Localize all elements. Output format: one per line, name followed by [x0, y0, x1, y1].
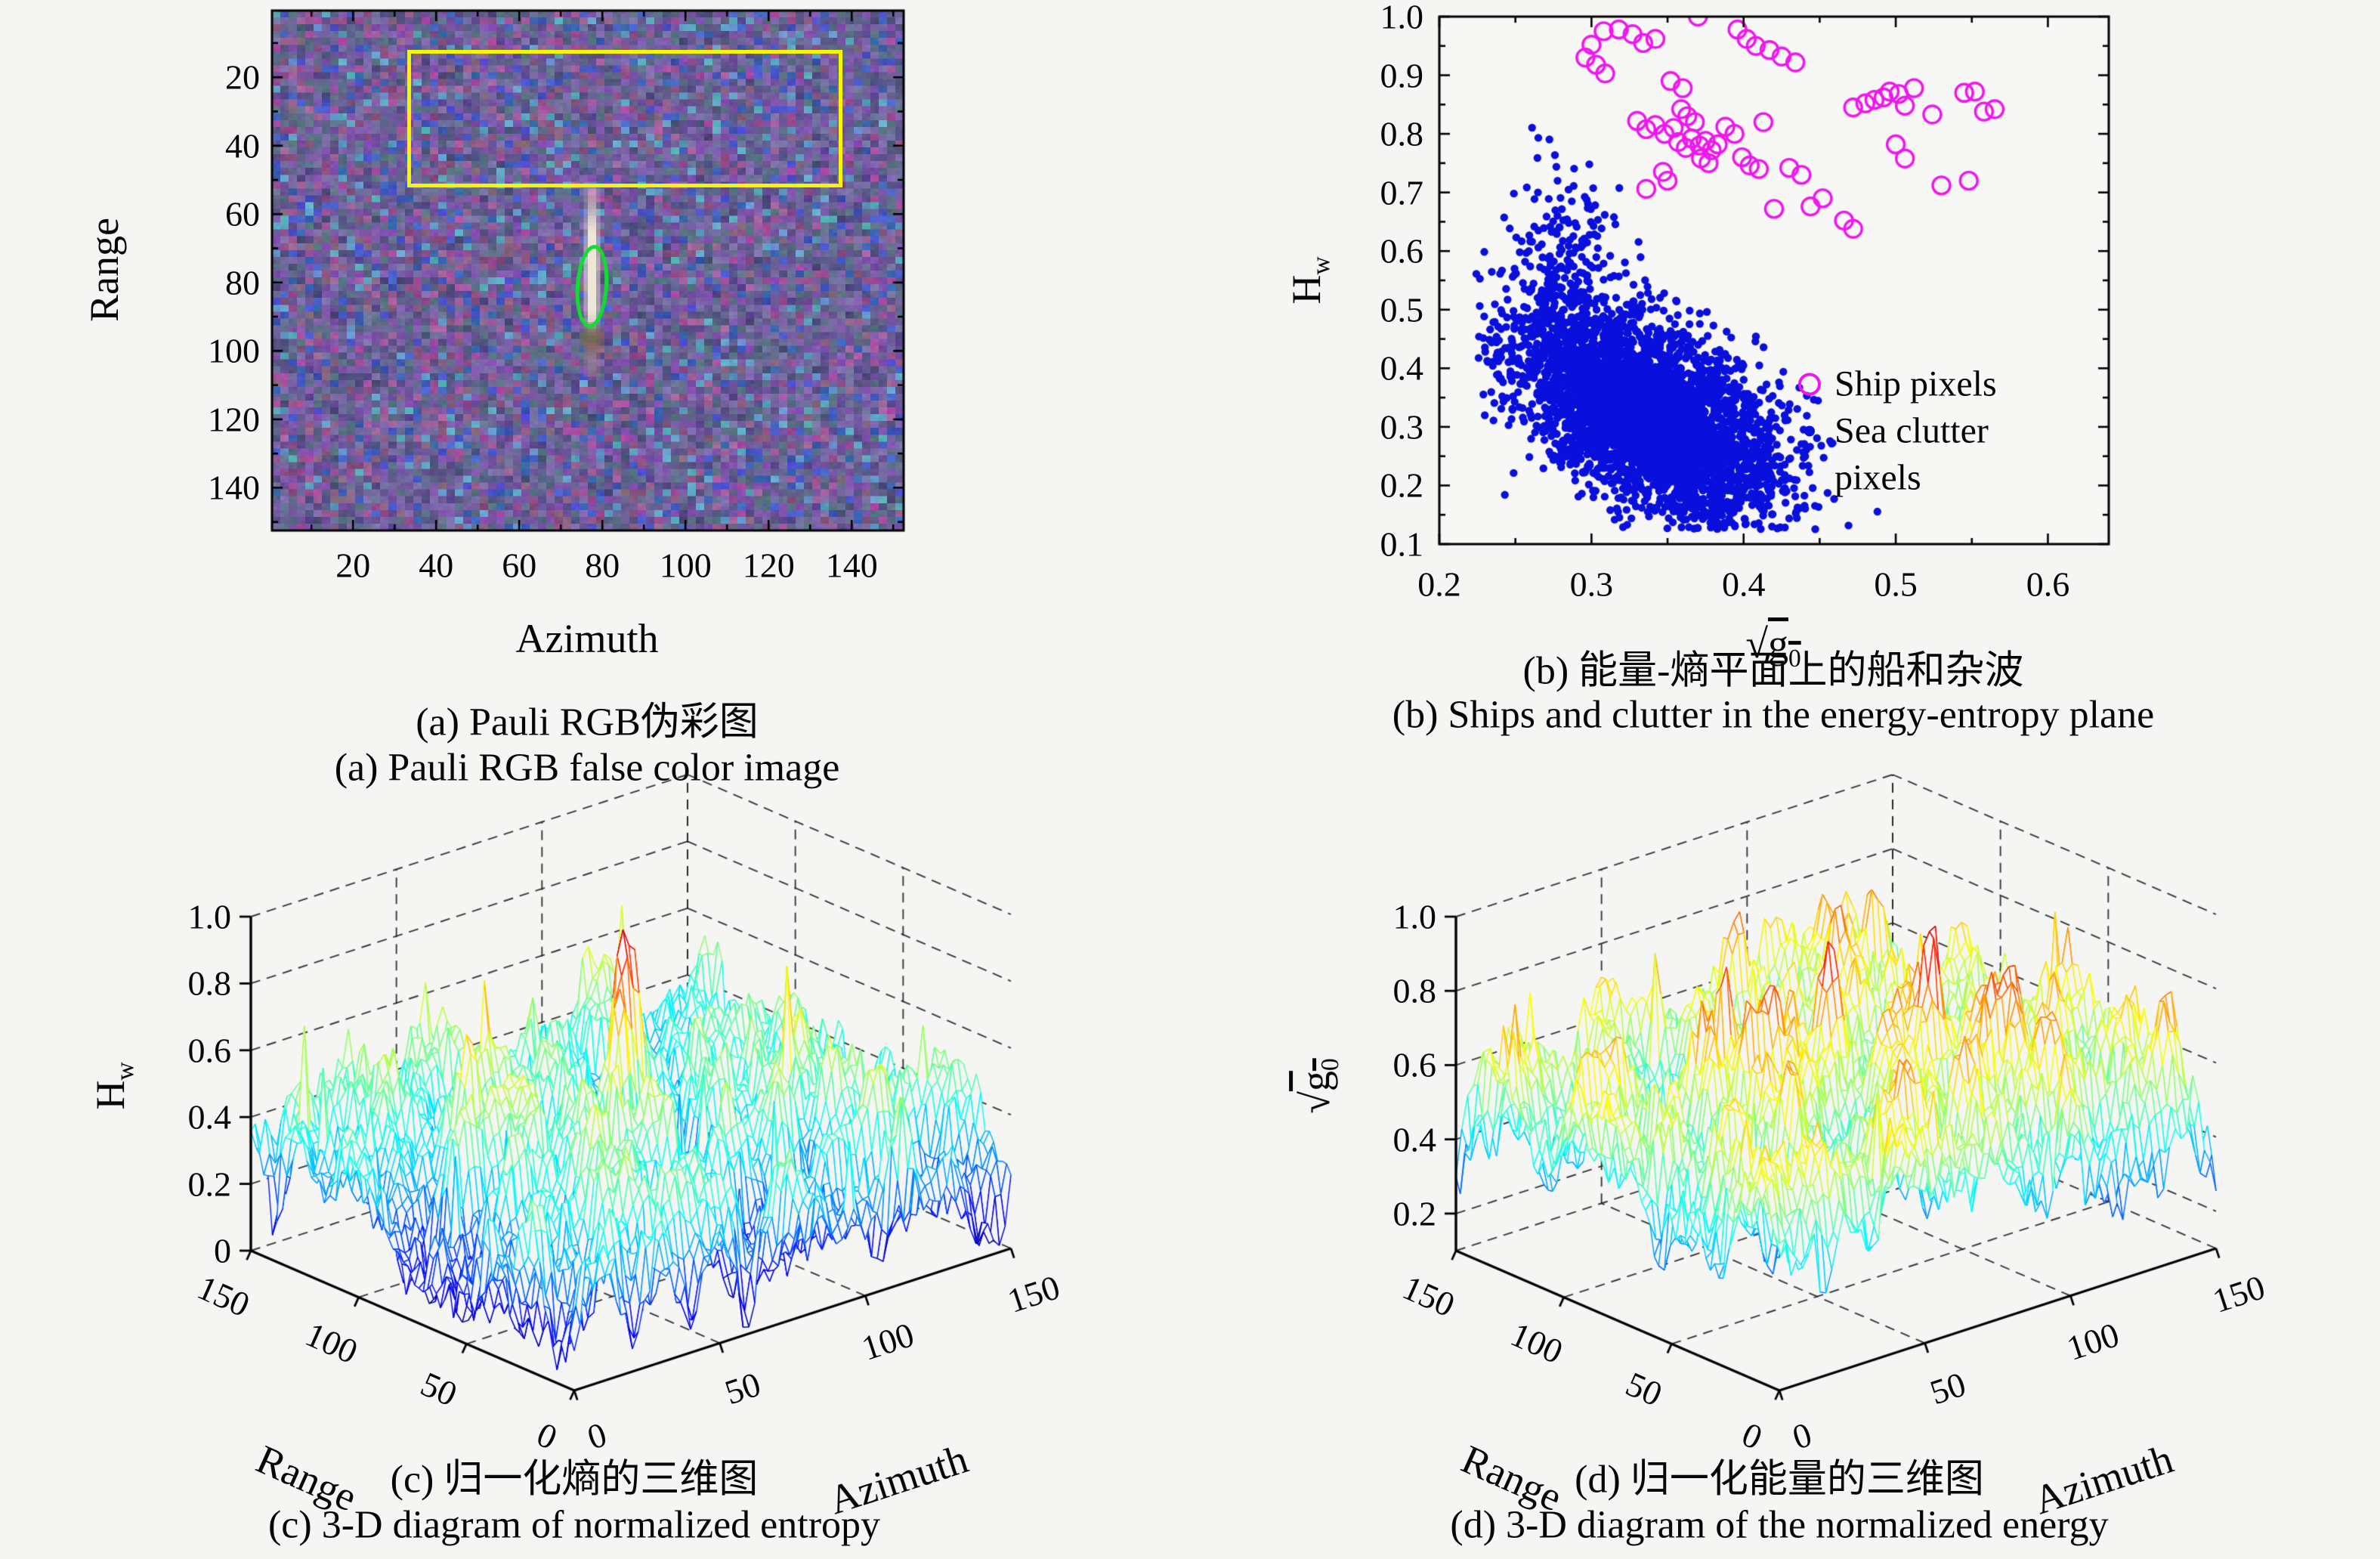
legend-sea-label-line1: Sea clutter [1834, 410, 1989, 451]
a-x-tick-label: 140 [825, 546, 878, 585]
a-caption-zh: (a) Pauli RGB伪彩图 [416, 701, 759, 744]
legend-ship-row: Ship pixels [1798, 363, 1997, 405]
a-y-tick-label: 80 [225, 263, 260, 302]
c-z-tick-label: 0.8 [187, 964, 232, 1003]
d-z-tick-label: 0.8 [1392, 971, 1437, 1010]
d-caption-en: (d) 3-D diagram of the normalized energy [1450, 1503, 2109, 1547]
a-y-tick-label: 60 [225, 194, 260, 234]
detection-box-annotation [406, 50, 843, 188]
c-z-tick-label: 0.6 [187, 1031, 232, 1070]
b-xaxis-label: √g0 [1745, 621, 1801, 673]
radical-symbol: √ [1745, 621, 1768, 667]
b-x-tick-label: 0.5 [1874, 565, 1918, 604]
legend-sea-label-line2: pixels [1834, 457, 1921, 498]
b-y-tick-label: 0.8 [1380, 114, 1424, 153]
d-z-tick-label: 0.6 [1392, 1045, 1437, 1084]
b-y-tick-label: 0.9 [1380, 56, 1424, 95]
c-z-tick-label: 0 [214, 1231, 231, 1270]
legend-sea-row: Sea clutter [1798, 410, 1989, 452]
b-x-tick-label: 0.6 [2026, 565, 2070, 604]
b-caption-en: (b) Ships and clutter in the energy-entr… [1392, 693, 2155, 737]
b-y-tick-label: 0.6 [1380, 231, 1424, 271]
c-caption-zh: (c) 归一化熵的三维图 [390, 1458, 759, 1502]
sea-clutter-marker-icon [1804, 425, 1815, 436]
b-y-tick-label: 0.4 [1380, 348, 1424, 388]
a-yaxis-label: Range [82, 218, 127, 322]
b-y-tick-label: 1.0 [1380, 0, 1424, 36]
a-x-tick-label: 100 [659, 546, 712, 585]
b-y-tick-label: 0.2 [1380, 466, 1424, 505]
a-x-tick-label: 120 [742, 546, 795, 585]
d-z-tick-label: 0.4 [1392, 1120, 1437, 1159]
a-x-tick-label: 20 [335, 546, 371, 585]
d-zaxis-label: √g0 [1293, 1058, 1344, 1114]
a-y-tick-label: 120 [208, 400, 260, 439]
b-y-tick-label: 0.3 [1380, 407, 1424, 447]
b-x-tick-label: 0.3 [1569, 565, 1614, 604]
a-x-tick-label: 40 [419, 546, 454, 585]
a-y-tick-label: 100 [208, 331, 260, 370]
b-y-tick-label: 0.1 [1380, 524, 1424, 564]
a-caption-en: (a) Pauli RGB false color image [334, 746, 840, 790]
a-y-tick-label: 140 [208, 468, 260, 507]
a-y-tick-label: 40 [225, 126, 260, 165]
b-y-tick-label: 0.7 [1380, 173, 1424, 212]
legend-sea-row-2: pixels [1834, 457, 1921, 499]
a-y-tick-label: 20 [225, 57, 260, 97]
legend-ship-label: Ship pixels [1834, 363, 1997, 404]
radical-symbol: √ [1293, 1091, 1339, 1114]
b-yaxis-label: Hw [1284, 256, 1335, 305]
c-z-tick-label: 0.2 [187, 1165, 232, 1204]
a-x-tick-label: 60 [502, 546, 537, 585]
b-y-tick-label: 0.5 [1380, 290, 1424, 329]
c-caption-en: (c) 3-D diagram of normalized entropy [267, 1503, 881, 1547]
b-x-tick-label: 0.2 [1417, 565, 1461, 604]
d-z-tick-label: 0.2 [1392, 1194, 1437, 1233]
ship-pixels-marker-icon [1798, 373, 1821, 395]
c-z-tick-label: 0.4 [187, 1097, 232, 1137]
a-xaxis-label: Azimuth [515, 616, 659, 661]
c-z-tick-label: 1.0 [187, 897, 232, 936]
d-caption-zh: (d) 归一化能量的三维图 [1575, 1458, 1984, 1502]
b-caption-zh: (b) 能量-熵平面上的船和杂波 [1522, 649, 2024, 693]
d-z-tick-label: 1.0 [1392, 897, 1437, 936]
c-zaxis-label: Hw [88, 1062, 139, 1110]
b-x-tick-label: 0.4 [1721, 565, 1766, 604]
a-x-tick-label: 80 [585, 546, 620, 585]
